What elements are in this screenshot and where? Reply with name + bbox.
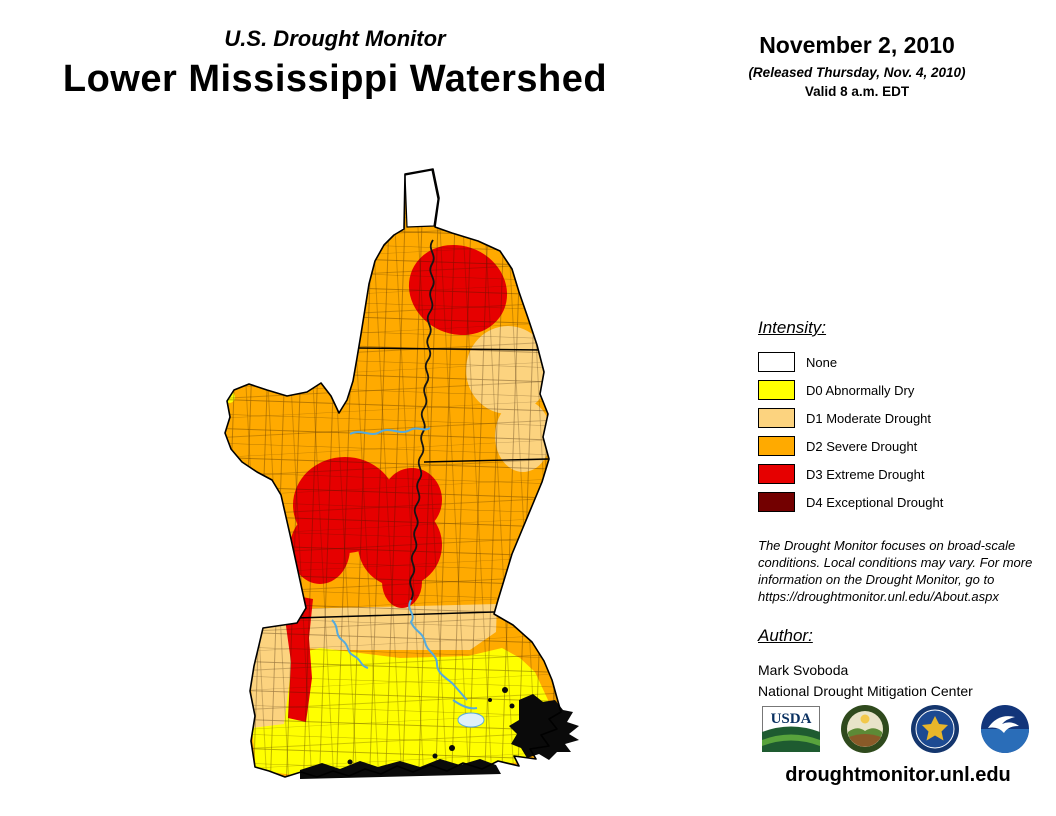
valid-time: Valid 8 a.m. EDT	[804, 84, 910, 99]
noaa-logo	[980, 704, 1030, 754]
header: U.S. Drought Monitor Lower Mississippi W…	[30, 26, 640, 101]
legend-item-d2: D2 Severe Drought	[758, 436, 943, 456]
legend-item-d0: D0 Abnormally Dry	[758, 380, 943, 400]
site-url: droughtmonitor.unl.edu	[785, 764, 1011, 786]
lake-pontchartrain	[457, 712, 485, 728]
lower-mississippi-river	[408, 599, 468, 701]
bayou-channel	[452, 699, 478, 710]
arkansas-river	[349, 427, 431, 435]
red-river	[331, 619, 369, 669]
legend-swatch-d4	[758, 492, 795, 512]
disclaimer-note: The Drought Monitor focuses on broad-sca…	[758, 538, 1033, 604]
report-date: November 2, 2010	[759, 32, 955, 58]
legend-swatch-d3	[758, 464, 795, 484]
county-grid	[225, 169, 561, 777]
legend-heading: Intensity:	[758, 318, 827, 337]
legend-swatch-none	[758, 352, 795, 372]
map-region-none	[404, 169, 439, 228]
legend-label: None	[806, 354, 838, 370]
ndmc-logo	[840, 704, 890, 754]
svg-text:USDA: USDA	[771, 711, 812, 727]
release-note: (Released Thursday, Nov. 4, 2010)	[748, 65, 966, 80]
commerce-logo	[910, 704, 960, 754]
legend-item-none: None	[758, 352, 943, 372]
author-organization: National Drought Mitigation Center	[758, 683, 973, 699]
legend-label: D1 Moderate Drought	[806, 410, 932, 426]
legend-label: D0 Abnormally Dry	[806, 382, 915, 398]
legend-swatch-d0	[758, 380, 795, 400]
date-block: November 2, 2010 (Released Thursday, Nov…	[712, 32, 1002, 99]
legend-label: D3 Extreme Drought	[806, 466, 925, 482]
legend-swatch-d1	[758, 408, 795, 428]
legend-item-d4: D4 Exceptional Drought	[758, 492, 943, 512]
agency-logos: USDA	[762, 704, 1030, 754]
legend-label: D2 Severe Drought	[806, 438, 918, 454]
legend-swatch-d2	[758, 436, 795, 456]
usda-logo: USDA	[762, 706, 820, 752]
legend-label: D4 Exceptional Drought	[806, 494, 944, 510]
coastal-marsh	[300, 687, 579, 779]
author-section: Author: Mark Svoboda National Drought Mi…	[758, 626, 973, 702]
legend-item-d3: D3 Extreme Drought	[758, 464, 943, 484]
author-heading: Author:	[758, 626, 813, 645]
legend: Intensity: None D0 Abnormally Dry D1 Mod…	[758, 318, 943, 520]
author-name: Mark Svoboda	[758, 662, 849, 678]
legend-item-d1: D1 Moderate Drought	[758, 408, 943, 428]
program-title: U.S. Drought Monitor	[224, 26, 446, 51]
mississippi-river	[409, 239, 435, 601]
page-title: Lower Mississippi Watershed	[62, 58, 608, 100]
